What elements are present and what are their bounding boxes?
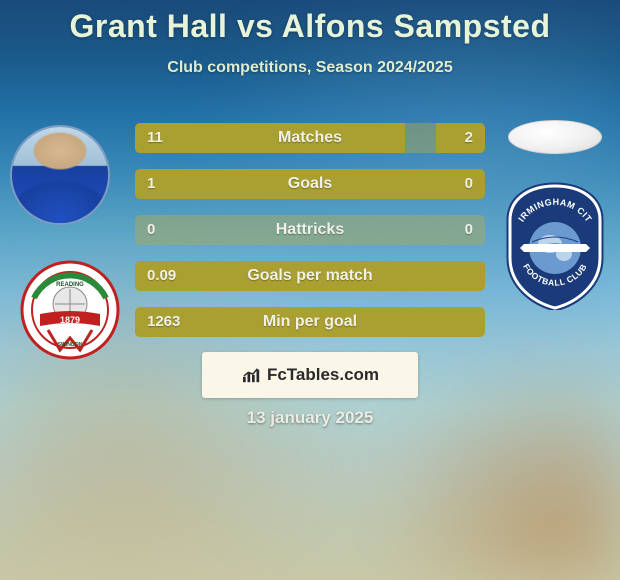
club-crest-right: BIRMINGHAM CITY FOOTBALL CLUB <box>500 180 610 310</box>
stat-value-right: 2 <box>465 123 473 153</box>
player-left-avatar <box>10 125 110 225</box>
swindon-crest-icon: READING 1879 SWINDON <box>20 260 120 360</box>
stat-label: Min per goal <box>135 307 485 337</box>
comparison-subtitle: Club competitions, Season 2024/2025 <box>0 59 620 77</box>
stat-label: Hattricks <box>135 215 485 245</box>
infographic-content: Grant Hall vs Alfons Sampsted Club compe… <box>0 0 620 580</box>
stat-row: 1Goals0 <box>135 169 485 199</box>
stat-row: 0Hattricks0 <box>135 215 485 245</box>
svg-text:1879: 1879 <box>60 315 80 325</box>
player-right-avatar <box>508 120 602 154</box>
stat-row: 0.09Goals per match <box>135 261 485 291</box>
stats-table: 11Matches21Goals00Hattricks00.09Goals pe… <box>135 123 485 353</box>
birmingham-crest-icon: BIRMINGHAM CITY FOOTBALL CLUB <box>500 180 610 310</box>
stat-label: Goals per match <box>135 261 485 291</box>
bar-chart-icon <box>241 366 263 384</box>
stat-value-right: 0 <box>465 215 473 245</box>
player-left-photo <box>12 127 108 223</box>
comparison-title: Grant Hall vs Alfons Sampsted <box>0 0 620 45</box>
svg-text:SWINDON: SWINDON <box>57 342 82 348</box>
brand-watermark: FcTables.com <box>202 352 418 398</box>
club-crest-left: READING 1879 SWINDON <box>20 260 120 360</box>
stat-row: 11Matches2 <box>135 123 485 153</box>
stat-label: Matches <box>135 123 485 153</box>
stat-value-right: 0 <box>465 169 473 199</box>
brand-label: FcTables.com <box>267 365 379 385</box>
stat-row: 1263Min per goal <box>135 307 485 337</box>
stat-label: Goals <box>135 169 485 199</box>
generation-date: 13 january 2025 <box>0 408 620 428</box>
